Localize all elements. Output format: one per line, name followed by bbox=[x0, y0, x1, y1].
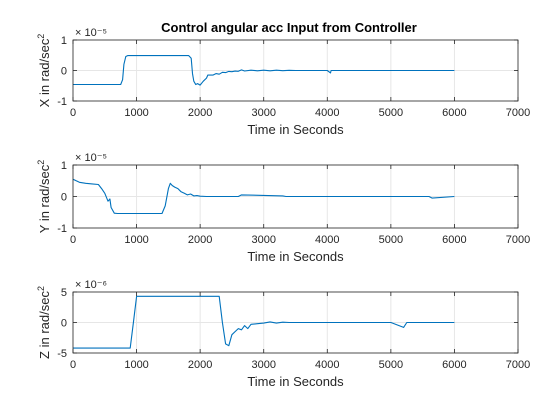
y-tick-label: -1 bbox=[57, 96, 67, 108]
x-tick-label: 6000 bbox=[442, 107, 466, 119]
x-tick-label: 3000 bbox=[251, 359, 275, 371]
y-tick-label: 0 bbox=[61, 66, 67, 78]
y-exponent-label: × 10⁻⁶ bbox=[75, 279, 107, 291]
x-axis-label: Time in Seconds bbox=[247, 249, 344, 264]
y-tick-label: 1 bbox=[61, 160, 67, 172]
x-tick-label: 0 bbox=[70, 107, 76, 119]
x-tick-label: 0 bbox=[70, 359, 76, 371]
subplot-1: 0 1000 2000 3000 4000 5000 6000 7000-101× 10⁻⁵T… bbox=[36, 27, 530, 137]
y-exponent-label: × 10⁻⁵ bbox=[75, 27, 107, 39]
x-tick-label: 5000 bbox=[379, 107, 403, 119]
x-tick-label: 7000 bbox=[506, 359, 530, 371]
x-tick-label: 3000 bbox=[251, 107, 275, 119]
series-line-1 bbox=[73, 295, 455, 349]
x-tick-label: 5000 bbox=[379, 359, 403, 371]
x-tick-label: 1000 bbox=[124, 359, 148, 371]
subplot-2: 0 1000 2000 3000 4000 5000 6000 7000-101× 10⁻⁵T… bbox=[36, 152, 530, 264]
x-tick-label: 1000 bbox=[124, 107, 148, 119]
x-tick-label: 2000 bbox=[188, 107, 212, 119]
y-tick-label: 0 bbox=[61, 192, 67, 204]
y-tick-label: 5 bbox=[61, 287, 67, 299]
x-axis-label: Time in Seconds bbox=[247, 374, 344, 389]
subplot-3: 0 1000 2000 3000 4000 5000 6000 7000-505× 10⁻⁶T… bbox=[36, 279, 530, 389]
x-tick-label: 6000 bbox=[442, 359, 466, 371]
y-tick-label: -5 bbox=[57, 348, 67, 360]
x-tick-label: 5000 bbox=[379, 234, 403, 246]
x-axis-label: Time in Seconds bbox=[247, 122, 344, 137]
x-tick-label: 7000 bbox=[506, 234, 530, 246]
x-tick-label: 2000 bbox=[188, 234, 212, 246]
y-axis-label: Y in rad/sec2 bbox=[36, 160, 52, 233]
y-tick-label: -1 bbox=[57, 223, 67, 235]
x-tick-label: 4000 bbox=[315, 359, 339, 371]
x-tick-label: 3000 bbox=[251, 234, 275, 246]
series-line-1 bbox=[73, 55, 455, 86]
y-tick-label: 0 bbox=[61, 318, 67, 330]
x-tick-label: 2000 bbox=[188, 359, 212, 371]
y-exponent-label: × 10⁻⁵ bbox=[75, 152, 107, 164]
x-tick-label: 0 bbox=[70, 234, 76, 246]
y-tick-label: 1 bbox=[61, 35, 67, 47]
series-line-1 bbox=[72, 178, 455, 215]
x-tick-label: 4000 bbox=[315, 107, 339, 119]
y-axis-label: Z in rad/sec2 bbox=[36, 286, 52, 359]
x-tick-label: 7000 bbox=[506, 107, 530, 119]
x-tick-label: 6000 bbox=[442, 234, 466, 246]
x-tick-label: 4000 bbox=[315, 234, 339, 246]
x-tick-label: 1000 bbox=[124, 234, 148, 246]
y-axis-label: X in rad/sec2 bbox=[36, 34, 52, 108]
chart-title: Control angular acc Input from Controlle… bbox=[161, 20, 417, 35]
